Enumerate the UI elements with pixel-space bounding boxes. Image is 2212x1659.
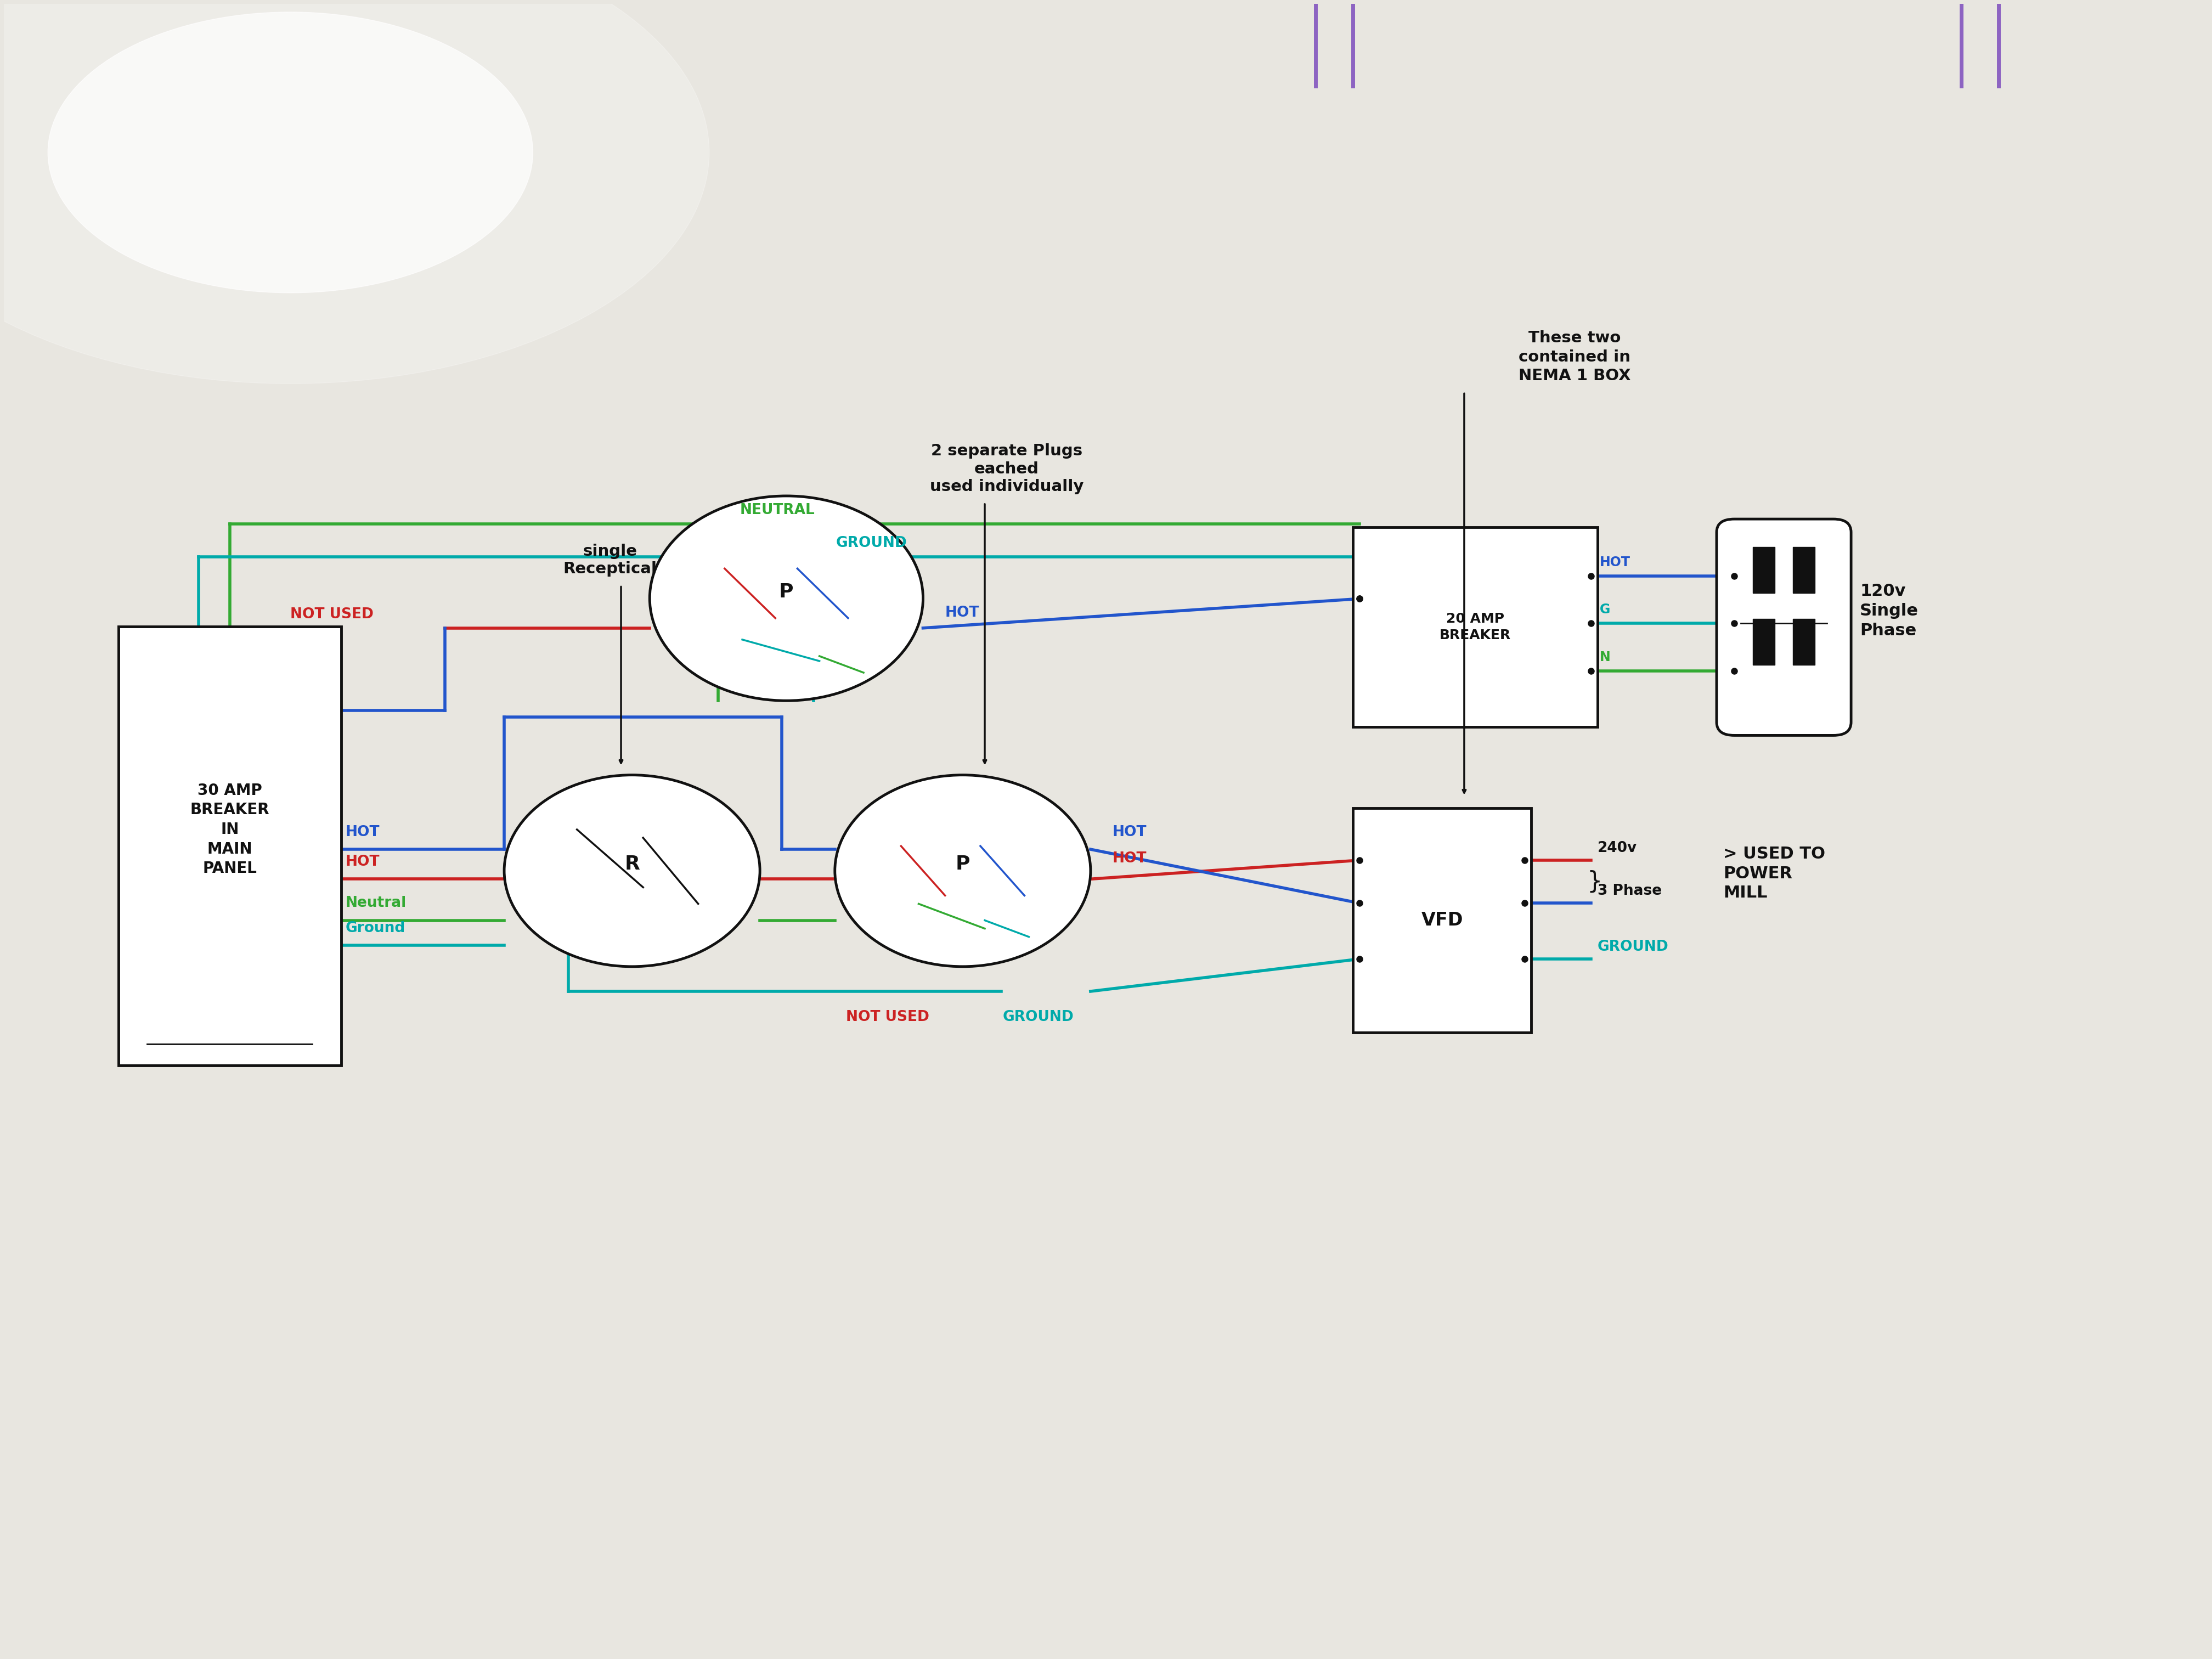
FancyBboxPatch shape (1354, 808, 1531, 1032)
Text: R: R (624, 854, 639, 874)
Text: NOT USED: NOT USED (290, 607, 374, 622)
FancyBboxPatch shape (1717, 519, 1851, 735)
Text: Ground: Ground (345, 921, 405, 936)
Text: }: } (1586, 869, 1601, 894)
Circle shape (650, 496, 922, 700)
Bar (1752, 547, 1774, 592)
Ellipse shape (0, 0, 710, 383)
Text: HOT: HOT (1113, 851, 1146, 866)
Ellipse shape (49, 12, 533, 292)
Text: HOT: HOT (1599, 556, 1630, 569)
Text: VFD: VFD (1420, 911, 1462, 929)
Circle shape (504, 775, 761, 967)
Text: 3 Phase: 3 Phase (1597, 884, 1661, 898)
Text: Neutral: Neutral (345, 896, 407, 911)
Text: > USED TO
POWER
MILL: > USED TO POWER MILL (1723, 846, 1825, 901)
Text: P: P (956, 854, 971, 874)
Text: 20 AMP
BREAKER: 20 AMP BREAKER (1440, 612, 1511, 642)
Bar (1792, 547, 1814, 592)
Text: NOT USED: NOT USED (845, 1010, 929, 1024)
Text: HOT: HOT (345, 825, 380, 839)
Circle shape (834, 775, 1091, 967)
FancyBboxPatch shape (1354, 528, 1597, 727)
Text: NEUTRAL: NEUTRAL (741, 503, 814, 518)
Text: These two
contained in
NEMA 1 BOX: These two contained in NEMA 1 BOX (1517, 330, 1630, 383)
Text: 30 AMP
BREAKER
IN
MAIN
PANEL: 30 AMP BREAKER IN MAIN PANEL (190, 783, 270, 876)
Text: 2 separate Plugs
eached
used individually: 2 separate Plugs eached used individuall… (929, 443, 1084, 494)
Text: 120v
Single
Phase: 120v Single Phase (1860, 582, 1918, 639)
FancyBboxPatch shape (119, 627, 341, 1065)
Text: single
Receptical: single Receptical (564, 544, 657, 577)
Text: N: N (1599, 650, 1610, 664)
Text: 240v: 240v (1597, 841, 1637, 856)
Text: HOT: HOT (945, 606, 980, 620)
Bar (1752, 619, 1774, 665)
Text: GROUND: GROUND (1597, 939, 1668, 954)
Text: HOT: HOT (1113, 825, 1146, 839)
Text: P: P (779, 582, 794, 601)
Bar (1792, 619, 1814, 665)
Text: GROUND: GROUND (836, 536, 907, 551)
Text: G: G (1599, 604, 1610, 615)
Text: HOT: HOT (345, 854, 380, 869)
Text: GROUND: GROUND (1002, 1010, 1073, 1024)
